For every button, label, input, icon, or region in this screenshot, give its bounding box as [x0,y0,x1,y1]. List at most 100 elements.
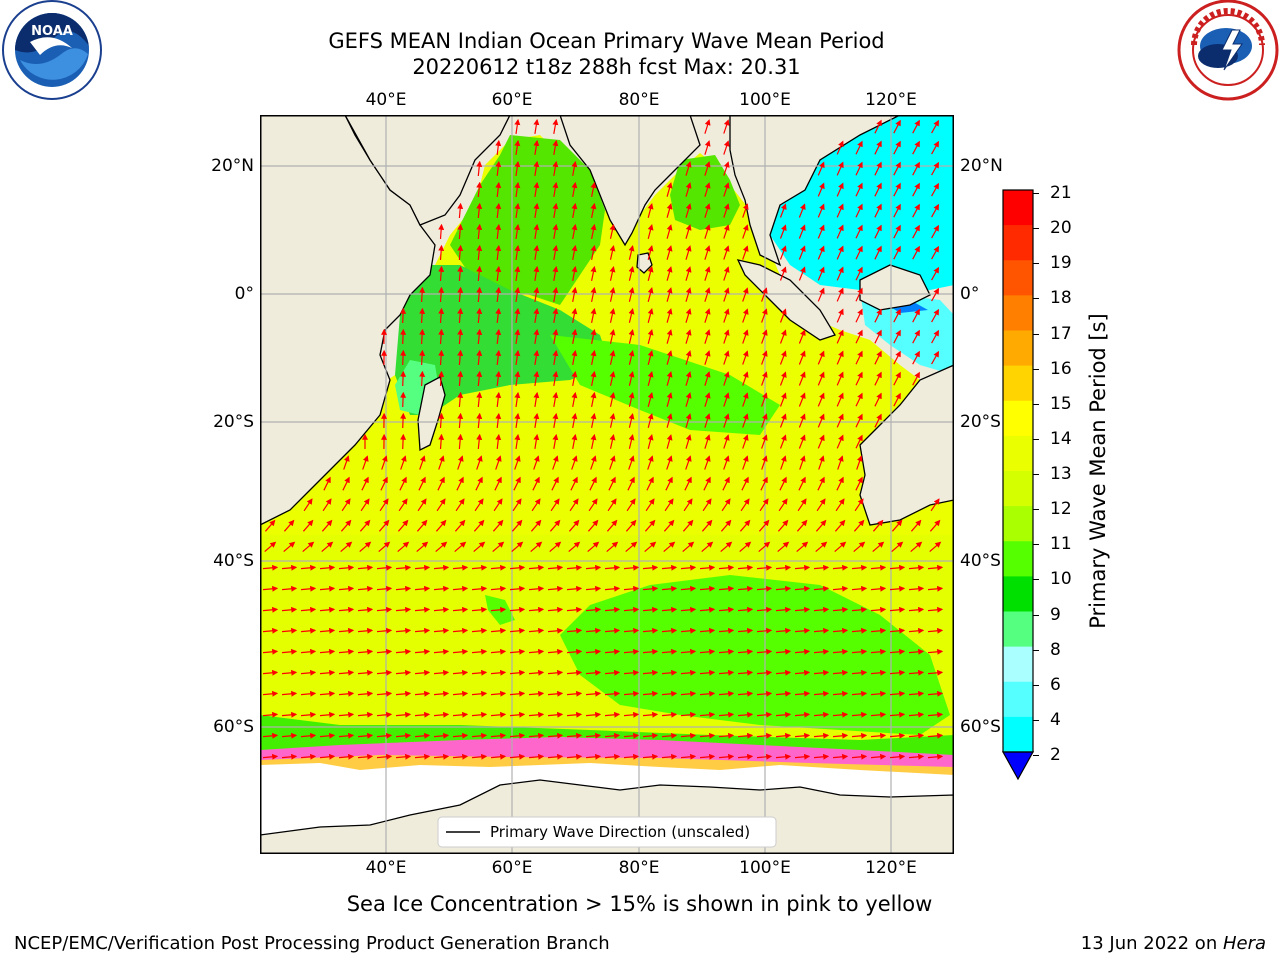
wave-arrow [642,732,659,739]
wave-arrow [417,498,427,512]
wave-arrow [855,203,863,218]
wave-arrow [817,392,825,407]
wave-arrow [262,627,279,634]
wave-arrow [528,606,545,613]
wave-arrow [552,370,559,387]
wave-arrow [893,119,901,134]
wave-arrow [476,328,483,345]
wave-arrow [547,648,564,655]
wave-arrow [718,585,735,592]
wave-arrow [452,606,469,613]
wave-arrow [723,119,730,134]
wave-arrow [666,329,673,344]
wave-arrow [604,627,621,634]
wave-arrow [604,711,621,718]
wave-arrow [547,753,564,760]
wave-arrow [718,627,735,634]
wave-arrow [870,711,887,718]
wave-arrow [889,669,906,676]
wave-arrow [647,434,654,449]
wave-arrow [528,690,545,697]
wave-arrow [514,160,521,176]
wave-arrow [590,307,597,324]
wave-arrow [509,753,526,760]
wave-arrow [571,265,578,282]
colorbar-tick-mark [1033,228,1039,230]
wave-arrow [585,648,602,655]
wave-arrow [704,245,711,260]
wave-arrow [664,498,674,512]
wave-arrow [587,541,600,553]
wave-arrow [476,202,483,219]
wave-arrow [832,606,849,613]
wave-arrow [798,245,806,260]
wave-arrow [400,455,407,470]
wave-arrow [680,606,697,613]
wave-arrow [585,753,602,760]
wave-arrow [834,541,847,553]
wave-arrow [571,160,578,177]
wave-arrow [741,476,749,491]
wave-arrow [723,245,730,260]
wave-arrow [566,627,583,634]
wave-arrow [723,413,730,428]
colorbar-extend-arrow [1001,751,1035,781]
wave-arrow [623,564,640,571]
wave-arrow [723,434,730,449]
wave-arrow [623,753,640,760]
wave-arrow [609,329,616,344]
wave-arrow [552,244,559,261]
wave-arrow [720,519,732,532]
wave-arrow [395,753,412,760]
wave-arrow [549,541,562,553]
wave-arrow [552,349,559,366]
wave-arrow [400,307,407,324]
wave-arrow [737,627,754,634]
wave-arrow [870,585,887,592]
wave-arrow [473,519,485,532]
wave-arrow [400,433,407,450]
wave-arrow [836,266,844,281]
wave-arrow [552,181,559,198]
wave-arrow [571,181,578,198]
wave-arrow [874,119,882,134]
wave-arrow [874,329,882,344]
wave-arrow [704,350,711,365]
wave-arrow [626,498,636,512]
wave-arrow [360,498,370,512]
wave-arrow [514,265,521,281]
wave-arrow [604,690,621,697]
wave-arrow [761,350,768,365]
wave-arrow [851,606,868,613]
wave-arrow [666,245,673,260]
wave-arrow [457,391,464,408]
wave-arrow [495,433,502,449]
wave-arrow [359,519,371,532]
wave-arrow [718,753,735,760]
wave-arrow [870,627,887,634]
wave-arrow [813,585,830,592]
wave-arrow [912,203,920,218]
wave-arrow [531,498,541,512]
wave-arrow [872,541,885,553]
map-frame [260,115,954,854]
footer-host: Hera [1222,933,1266,954]
colorbar-tick-label: 16 [1050,358,1072,379]
wave-arrow [817,371,825,386]
wave-arrow [740,498,750,512]
wave-arrow [455,498,465,512]
wave-arrow [836,161,844,176]
wave-arrow [761,413,768,428]
wave-arrow [889,564,906,571]
wave-arrow [533,139,540,155]
wave-arrow [262,753,279,760]
wave-arrow [718,732,735,739]
wave-arrow [381,455,388,470]
wave-arrow [775,627,792,634]
wave-arrow [547,564,564,571]
wave-arrow [836,287,844,302]
wave-arrow [742,350,749,365]
wave-arrow [281,732,298,739]
colorbar-tick-mark [1033,368,1039,370]
wave-arrow [699,732,716,739]
